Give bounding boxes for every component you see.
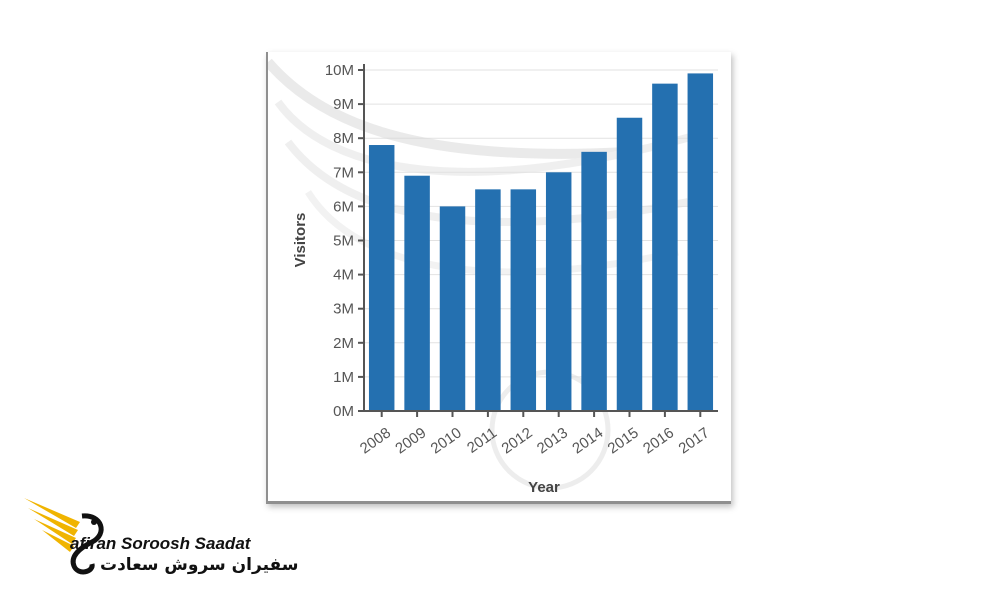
y-tick-label: 3M <box>333 301 354 318</box>
x-tick-label: 2010 <box>428 424 465 457</box>
bar-2012 <box>510 189 537 411</box>
bar-2011 <box>475 189 501 411</box>
bar-2008 <box>368 145 395 411</box>
y-tick-label: 8M <box>333 130 354 147</box>
bar-2014 <box>581 151 607 411</box>
brand-name-latin: afiran Soroosh Saadat <box>70 534 251 553</box>
bar-2010 <box>439 206 466 411</box>
y-tick-label: 9M <box>333 96 354 113</box>
y-tick-label: 7M <box>333 164 354 181</box>
chart-frame: 0M 1M 2M 3M 4M 5M 6M 7M 8M 9M 10M 2008 2009 2010 2011… <box>266 52 731 504</box>
bar-2015 <box>616 117 643 412</box>
y-tick-label: 2M <box>333 335 354 352</box>
x-tick-label: 2008 <box>357 424 394 457</box>
x-axis-title: Year <box>528 479 560 496</box>
y-tick-labels: 0M 1M 2M 3M 4M 5M 6M 7M 8M 9M 10M <box>325 62 354 420</box>
bar-2009 <box>404 175 430 411</box>
bar-2013 <box>545 172 572 411</box>
brand-name-farsi: سفیران سروش سعادت <box>100 555 299 575</box>
x-tick-label: 2009 <box>392 424 429 457</box>
x-tick-label: 2017 <box>676 424 713 457</box>
y-axis-title: Visitors <box>292 213 309 268</box>
x-tick-label: 2016 <box>640 424 677 457</box>
axes <box>358 64 718 417</box>
brand-logo <box>24 498 104 575</box>
y-tick-label: 4M <box>333 267 354 284</box>
bar-2017 <box>687 73 714 411</box>
y-tick-label: 0M <box>333 403 354 420</box>
y-tick-label: 10M <box>325 62 354 79</box>
bird-wing-icon <box>24 498 104 575</box>
x-tick-label: 2012 <box>499 424 536 457</box>
y-tick-label: 6M <box>333 198 354 215</box>
y-tick-label: 1M <box>333 369 354 386</box>
y-tick-label: 5M <box>333 233 354 250</box>
x-tick-label: 2013 <box>534 424 571 457</box>
bars <box>368 73 714 412</box>
bar-2016 <box>652 83 678 411</box>
